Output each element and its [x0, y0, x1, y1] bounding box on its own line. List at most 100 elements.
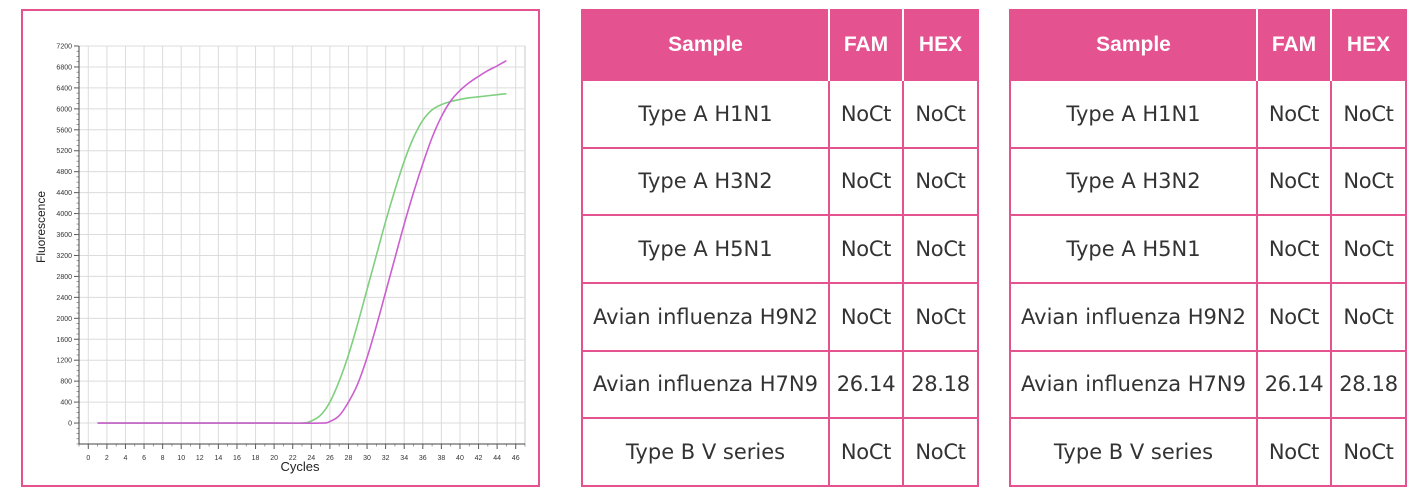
- header-hex: HEX: [1330, 10, 1406, 80]
- x-tick-label: 30: [363, 455, 371, 462]
- hex-cell: NoCt: [902, 146, 979, 217]
- hex-cell: NoCt: [902, 79, 979, 149]
- fam-cell: NoCt: [1256, 417, 1332, 487]
- chart-grid: [78, 45, 526, 445]
- header-sample: Sample: [582, 10, 829, 80]
- sample-cell: Avian influenza H7N9: [581, 349, 830, 420]
- x-tick-label: 34: [400, 455, 408, 462]
- sample-cell: Type A H3N2: [581, 146, 830, 217]
- sample-cell: Type B V series: [1009, 417, 1258, 487]
- sample-cell: Type A H1N1: [1009, 79, 1258, 149]
- y-tick-label: 0: [68, 421, 72, 428]
- x-tick-label: 10: [177, 455, 185, 462]
- y-tick-label: 400: [60, 400, 72, 407]
- fam-cell: NoCt: [828, 281, 904, 352]
- hex-cell: NoCt: [1330, 146, 1407, 217]
- hex-cell: NoCt: [902, 214, 979, 284]
- fam-cell: 26.14: [828, 349, 904, 420]
- y-tick-label: 3200: [56, 253, 72, 260]
- sample-cell: Type A H5N1: [581, 214, 830, 284]
- hex-cell: NoCt: [1330, 417, 1407, 487]
- table-row: Type A H5N1 NoCt NoCt: [1009, 214, 1407, 284]
- table-row: Type A H5N1 NoCt NoCt: [581, 214, 979, 284]
- x-tick-label: 32: [382, 455, 390, 462]
- results-table-panel-2: Sample FAM HEX Type A H1N1 NoCt NoCt Typ…: [1009, 9, 1407, 487]
- y-axis-label: Fluorescence: [34, 191, 48, 263]
- table-row: Type A H3N2 NoCt NoCt: [1009, 146, 1407, 217]
- table-row: Type B V series NoCt NoCt: [1009, 417, 1407, 487]
- table-row: Type A H1N1 NoCt NoCt: [581, 79, 979, 149]
- fam-cell: NoCt: [1256, 146, 1332, 217]
- amplification-chart-panel: 0 2 4 6 8 10 12 14 16 18 20 22 24 26 28 30 32 34 36 38 40 42 4…: [21, 9, 540, 487]
- table-row: Avian influenza H9N2 NoCt NoCt: [581, 281, 979, 352]
- fam-cell: NoCt: [1256, 214, 1332, 284]
- x-tick-label: 46: [512, 455, 520, 462]
- sample-cell: Avian influenza H7N9: [1009, 349, 1258, 420]
- y-tick-label: 3600: [56, 232, 72, 239]
- table-row: Type B V series NoCt NoCt: [581, 417, 979, 487]
- x-tick-label: 36: [419, 455, 427, 462]
- x-tick-label: 38: [437, 455, 445, 462]
- sample-cell: Type A H1N1: [581, 79, 830, 149]
- y-tick-label: 5600: [56, 127, 72, 134]
- sample-cell: Type A H5N1: [1009, 214, 1258, 284]
- fam-cell: NoCt: [828, 417, 904, 487]
- y-tick-label: 6000: [56, 106, 72, 113]
- plot-area: [78, 45, 526, 445]
- y-tick-label: 6400: [56, 85, 72, 92]
- hex-cell: 28.18: [1330, 349, 1407, 420]
- hex-cell: NoCt: [902, 281, 979, 352]
- table-row: Avian influenza H7N9 26.14 28.18: [1009, 349, 1407, 420]
- fam-cell: 26.14: [1256, 349, 1332, 420]
- results-table-2: Sample FAM HEX Type A H1N1 NoCt NoCt Typ…: [1009, 9, 1407, 487]
- results-table-panel-1: Sample FAM HEX Type A H1N1 NoCt NoCt Typ…: [581, 9, 979, 487]
- header-sample: Sample: [1010, 10, 1257, 80]
- header-fam: FAM: [828, 10, 903, 80]
- y-tick-label: 800: [60, 379, 72, 386]
- chart-axes: 0 2 4 6 8 10 12 14 16 18 20 22 24 26 28 30 32 34 36 38 40 42 4…: [56, 44, 526, 462]
- x-tick-label: 44: [493, 455, 501, 462]
- sample-cell: Avian influenza H9N2: [581, 281, 830, 352]
- x-tick-label: 42: [475, 455, 483, 462]
- x-tick-label: 12: [196, 455, 204, 462]
- x-tick-label: 6: [142, 455, 146, 462]
- fam-cell: NoCt: [828, 146, 904, 217]
- sample-cell: Type A H3N2: [1009, 146, 1258, 217]
- x-axis-label: Cycles: [280, 459, 320, 474]
- y-tick-label: 6800: [56, 64, 72, 71]
- x-tick-label: 8: [161, 455, 165, 462]
- y-tick-label: 4400: [56, 190, 72, 197]
- sample-cell: Type B V series: [581, 417, 830, 487]
- table-row: Avian influenza H9N2 NoCt NoCt: [1009, 281, 1407, 352]
- x-tick-label: 24: [307, 455, 315, 462]
- results-table-1: Sample FAM HEX Type A H1N1 NoCt NoCt Typ…: [581, 9, 979, 487]
- x-tick-label: 2: [105, 455, 109, 462]
- x-tick-label: 18: [252, 455, 260, 462]
- fam-cell: NoCt: [1256, 281, 1332, 352]
- sample-cell: Avian influenza H9N2: [1009, 281, 1258, 352]
- y-tick-label: 1200: [56, 358, 72, 365]
- amplification-chart: 0 2 4 6 8 10 12 14 16 18 20 22 24 26 28 30 32 34 36 38 40 42 4…: [34, 44, 526, 474]
- hex-cell: NoCt: [1330, 79, 1407, 149]
- y-tick-label: 2400: [56, 295, 72, 302]
- table-row: Type A H3N2 NoCt NoCt: [581, 146, 979, 217]
- x-tick-label: 40: [456, 455, 464, 462]
- x-tick-label: 4: [124, 455, 128, 462]
- series-line-2: [97, 59, 507, 424]
- x-tick-label: 14: [214, 455, 222, 462]
- series-line-1: [97, 92, 507, 425]
- y-tick-label: 2800: [56, 274, 72, 281]
- table-header-row: Sample FAM HEX: [582, 10, 978, 80]
- x-tick-label: 20: [270, 455, 278, 462]
- fam-cell: NoCt: [828, 79, 904, 149]
- fam-cell: NoCt: [828, 214, 904, 284]
- y-tick-label: 7200: [56, 44, 72, 51]
- table-row: Type A H1N1 NoCt NoCt: [1009, 79, 1407, 149]
- x-tick-label: 16: [233, 455, 241, 462]
- hex-cell: NoCt: [1330, 214, 1407, 284]
- hex-cell: NoCt: [902, 417, 979, 487]
- x-tick-label: 28: [345, 455, 353, 462]
- header-fam: FAM: [1256, 10, 1331, 80]
- y-tick-label: 4000: [56, 211, 72, 218]
- table-header-row: Sample FAM HEX: [1010, 10, 1406, 80]
